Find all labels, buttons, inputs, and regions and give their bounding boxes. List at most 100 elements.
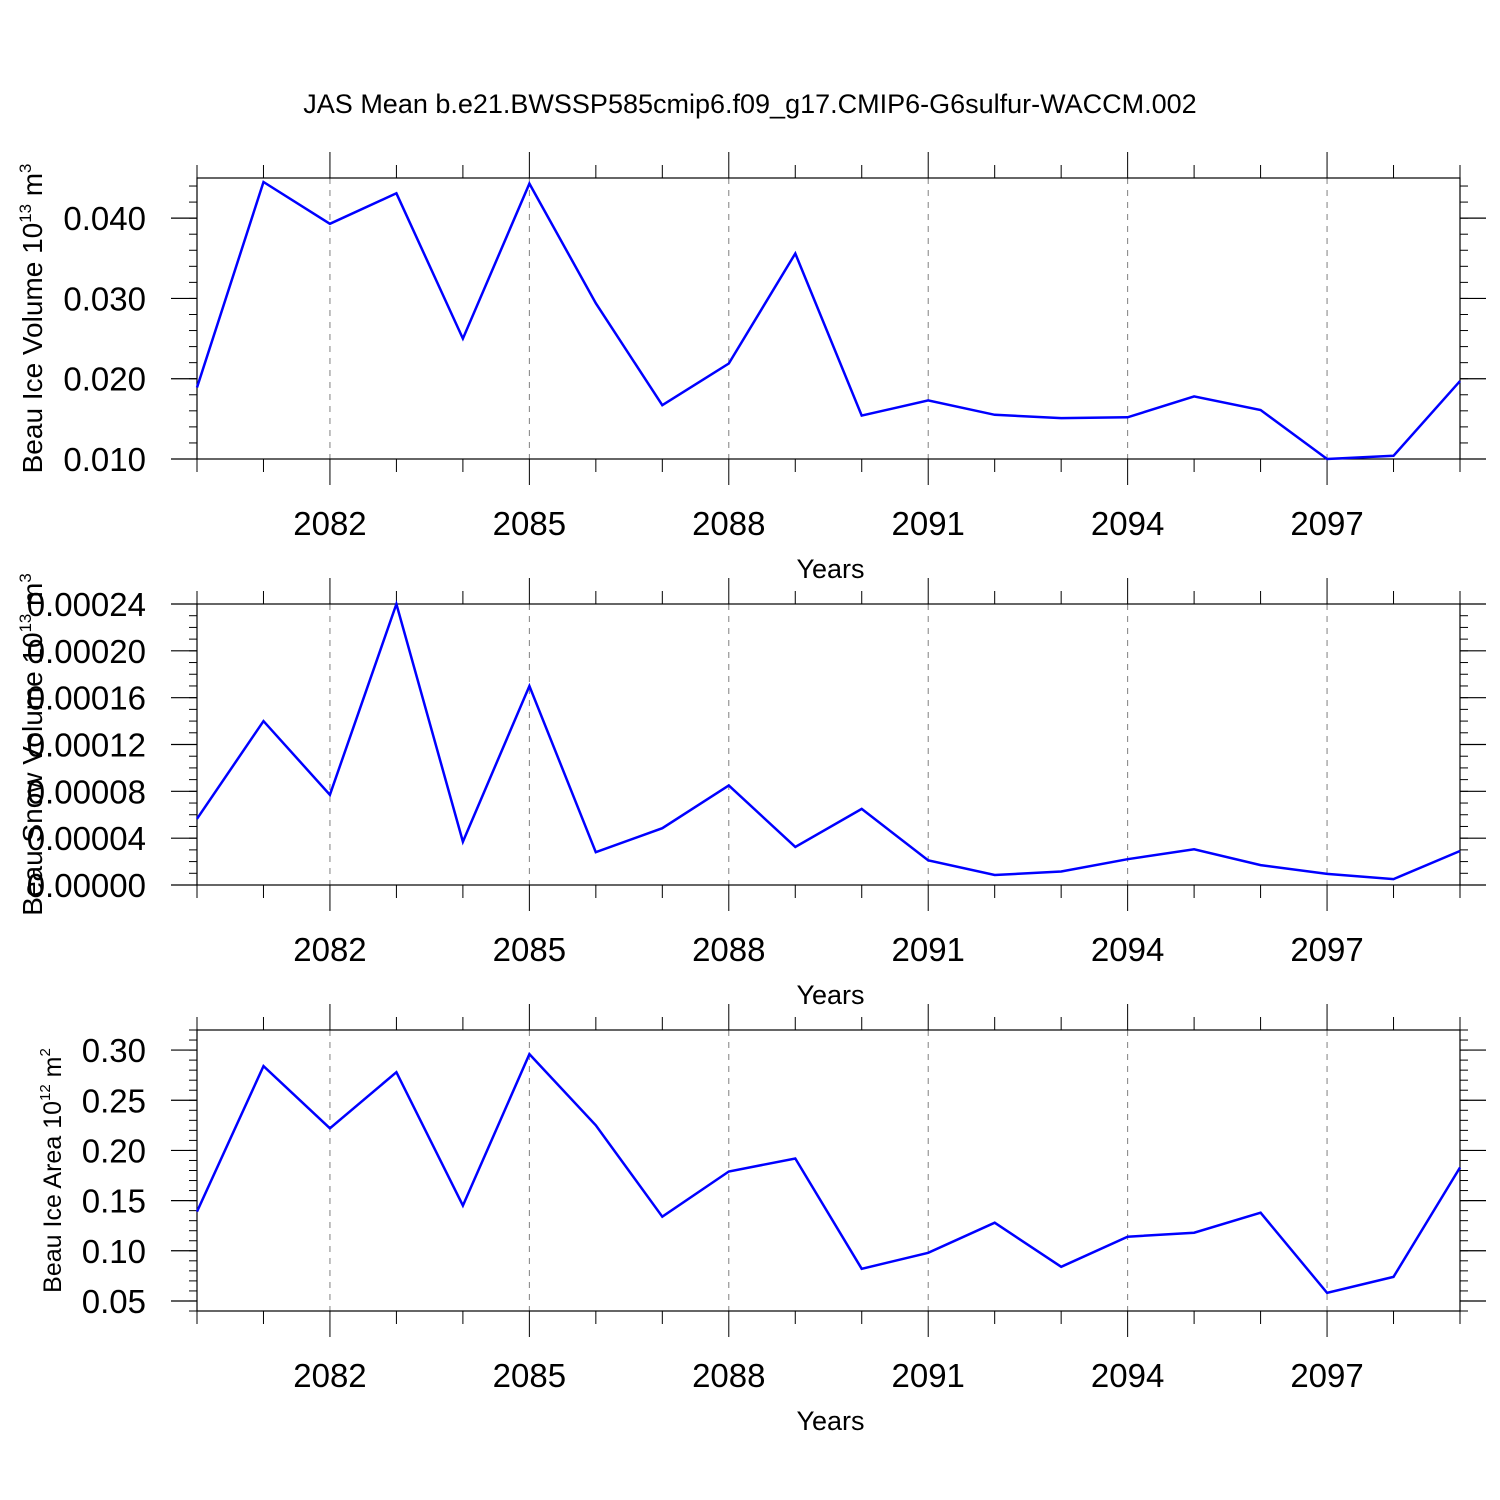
- y-axis-label-unit: m: [39, 1057, 67, 1085]
- x-tick-label: 2082: [293, 931, 366, 968]
- y-axis-label-unit: m: [17, 583, 48, 614]
- y-tick-label: 0.00012: [27, 727, 146, 764]
- x-tick-label: 2085: [493, 1357, 566, 1394]
- y-tick-label: 0.010: [63, 441, 146, 478]
- y-tick-label: 0.020: [63, 361, 146, 398]
- x-axis-label: Years: [796, 980, 864, 1010]
- x-axis-label: Years: [796, 554, 864, 584]
- data-point: [860, 1267, 864, 1271]
- data-line: [195, 180, 1461, 461]
- y-axis-label: Beau Snow Volume 1013 m3: [16, 573, 48, 915]
- y-tick-label: 0.00000: [27, 867, 146, 904]
- data-point: [328, 793, 332, 797]
- x-tick-label: 2097: [1290, 931, 1363, 968]
- data-point: [793, 845, 797, 849]
- data-point: [727, 783, 731, 787]
- data-point: [993, 873, 997, 877]
- y-tick-label: 0.15: [82, 1183, 146, 1220]
- x-tick-label: 2082: [293, 505, 366, 542]
- data-point: [1392, 877, 1396, 881]
- data-point: [461, 1204, 465, 1208]
- data-point: [1059, 416, 1063, 420]
- data-point: [660, 826, 664, 830]
- data-point: [261, 719, 265, 723]
- data-point: [394, 602, 398, 606]
- x-axis-label: Years: [796, 1406, 864, 1436]
- y-axis-label-exponent: 12: [37, 1084, 54, 1101]
- data-point: [1392, 1275, 1396, 1279]
- y-tick-label: 0.00004: [27, 820, 146, 857]
- data-point: [1325, 872, 1329, 876]
- data-point: [527, 182, 531, 186]
- plot-frame: [196, 603, 1461, 886]
- data-point: [594, 301, 598, 305]
- data-point: [1325, 1291, 1329, 1295]
- data-point: [1192, 847, 1196, 851]
- data-point: [926, 858, 930, 862]
- y-tick-label: 0.30: [82, 1032, 146, 1069]
- y-tick-label: 0.040: [63, 200, 146, 237]
- data-point: [594, 1123, 598, 1127]
- data-point: [793, 251, 797, 255]
- y-axis-label-exponent: 13: [16, 204, 35, 223]
- data-point: [926, 398, 930, 402]
- x-tick-label: 2085: [493, 931, 566, 968]
- y-tick-label: 0.05: [82, 1283, 146, 1320]
- y-axis-label-unit-exponent: 2: [37, 1048, 54, 1056]
- panel-1: 0.010 0.020 0.030 0.040 2082 2085 2088 2091 2094…: [16, 152, 1486, 584]
- y-tick-label: 0.00024: [27, 586, 146, 623]
- y-axis-label-exponent: 13: [16, 614, 35, 633]
- data-point: [527, 684, 531, 688]
- x-tick-label: 2091: [891, 505, 964, 542]
- panels: 0.010 0.020 0.030 0.040 2082 2085 2088 2091 2094…: [16, 152, 1486, 1436]
- data-point: [860, 414, 864, 418]
- x-tick-label: 2088: [692, 1357, 765, 1394]
- data-point: [1458, 1165, 1462, 1169]
- data-point: [926, 1251, 930, 1255]
- plot-frame: [196, 1029, 1461, 1312]
- data-line: [195, 1051, 1462, 1295]
- plot-frame: [196, 177, 1461, 460]
- y-tick-label: 0.00016: [27, 680, 146, 717]
- y-axis-label-unit: m: [17, 173, 48, 204]
- data-point: [1259, 863, 1263, 867]
- y-tick-label: 0.00020: [27, 633, 146, 670]
- data-point: [1192, 1231, 1196, 1235]
- panel-3: 0.05 0.10 0.15 0.20 0.25 0.30 2082 2085 2088 2091…: [37, 1004, 1486, 1436]
- data-point: [394, 1070, 398, 1074]
- data-point: [993, 413, 997, 417]
- data-point: [328, 222, 332, 226]
- x-tick-label: 2088: [692, 931, 765, 968]
- data-point: [1126, 415, 1130, 419]
- data-point: [793, 1156, 797, 1160]
- data-point: [195, 386, 199, 390]
- data-point: [1458, 849, 1462, 853]
- x-tick-label: 2085: [493, 505, 566, 542]
- data-line: [195, 599, 1461, 881]
- data-point: [594, 850, 598, 854]
- data-point: [195, 817, 199, 821]
- y-axis-label-text: Beau Snow Volume 10: [17, 632, 48, 915]
- y-axis-label-unit-exponent: 3: [16, 573, 35, 582]
- data-point: [727, 1170, 731, 1174]
- x-tick-label: 2094: [1091, 1357, 1164, 1394]
- data-point: [328, 1126, 332, 1130]
- panel-2: 0.00000 0.00004 0.00008 0.00012 0.00016 0.000…: [16, 573, 1486, 1010]
- data-point: [261, 180, 265, 184]
- y-axis-label-unit-exponent: 3: [16, 164, 35, 173]
- y-tick-label: 0.10: [82, 1233, 146, 1270]
- data-point: [394, 191, 398, 195]
- data-point: [1059, 870, 1063, 874]
- data-point: [860, 807, 864, 811]
- y-tick-label: 0.030: [63, 280, 146, 317]
- data-point: [993, 1221, 997, 1225]
- x-tick-label: 2088: [692, 505, 765, 542]
- data-point: [1126, 1235, 1130, 1239]
- data-point: [1325, 457, 1329, 461]
- x-tick-label: 2097: [1290, 505, 1363, 542]
- y-axis-label-text: Beau Ice Volume 10: [17, 223, 48, 474]
- x-tick-label: 2091: [891, 931, 964, 968]
- chart-title: JAS Mean b.e21.BWSSP585cmip6.f09_g17.CMI…: [303, 89, 1196, 119]
- data-point: [660, 403, 664, 407]
